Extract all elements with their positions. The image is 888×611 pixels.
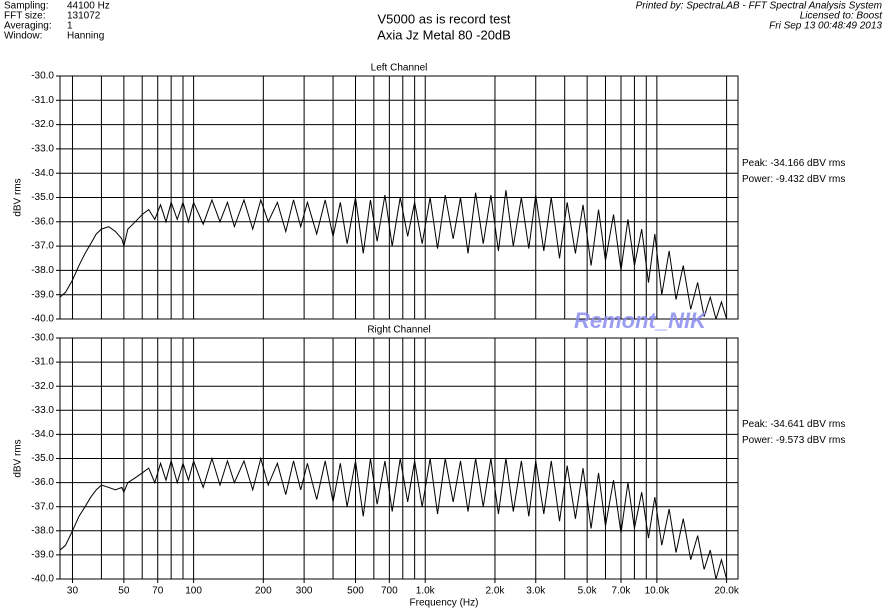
y-axis-label: dBV rms — [13, 178, 24, 216]
panel-title: Left Channel — [371, 63, 428, 74]
x-tick-label: 10.0k — [645, 586, 670, 597]
annotation: Power: -9.573 dBV rms — [742, 435, 845, 446]
y-tick-label: -31.0 — [31, 357, 54, 368]
y-tick-label: -38.0 — [31, 265, 54, 276]
y-tick-label: -38.0 — [31, 525, 54, 536]
x-tick-label: 50 — [118, 586, 130, 597]
y-tick-label: -31.0 — [31, 95, 54, 106]
x-tick-label: 5.0k — [578, 586, 598, 597]
line-series — [60, 456, 728, 579]
x-tick-label: 700 — [381, 586, 398, 597]
x-tick-label: 1.0k — [416, 586, 436, 597]
y-tick-label: -36.0 — [31, 477, 54, 488]
panel-title: Right Channel — [367, 325, 430, 336]
y-tick-label: -40.0 — [31, 574, 54, 585]
y-tick-label: -30.0 — [31, 333, 54, 344]
date: Fri Sep 13 00:48:49 2013 — [769, 21, 882, 32]
x-tick-label: 3.0k — [526, 586, 546, 597]
license: Licensed to: Boost — [800, 11, 883, 22]
header-value: 131072 — [67, 11, 101, 22]
y-tick-label: -39.0 — [31, 550, 54, 561]
x-tick-label: 500 — [347, 586, 364, 597]
y-tick-label: -36.0 — [31, 216, 54, 227]
y-tick-label: -32.0 — [31, 119, 54, 130]
annotation: Peak: -34.641 dBV rms — [742, 419, 845, 430]
printed-by: Printed by: SpectraLAB - FFT Spectral An… — [636, 1, 882, 12]
y-tick-label: -33.0 — [31, 144, 54, 155]
header-label: FFT size: — [4, 11, 45, 22]
y-tick-label: -35.0 — [31, 192, 54, 203]
y-tick-label: -35.0 — [31, 453, 54, 464]
x-tick-label: 100 — [185, 586, 202, 597]
y-tick-label: -37.0 — [31, 501, 54, 512]
y-tick-label: -30.0 — [31, 71, 54, 82]
y-tick-label: -39.0 — [31, 289, 54, 300]
y-tick-label: -34.0 — [31, 429, 54, 440]
annotation: Power: -9.432 dBV rms — [742, 174, 845, 185]
y-tick-label: -34.0 — [31, 168, 54, 179]
chart-subtitle: Axia Jz Metal 80 -20dB — [377, 27, 511, 42]
x-tick-label: 2.0k — [486, 586, 506, 597]
y-tick-label: -33.0 — [31, 405, 54, 416]
annotation: Peak: -34.166 dBV rms — [742, 158, 845, 169]
y-axis-label: dBV rms — [13, 439, 24, 477]
watermark: Remont_NIK — [574, 308, 708, 333]
y-tick-label: -32.0 — [31, 381, 54, 392]
y-tick-label: -40.0 — [31, 314, 54, 325]
x-tick-label: 300 — [296, 586, 313, 597]
x-tick-label: 20.0k — [714, 586, 739, 597]
header-value: Hanning — [67, 31, 104, 42]
x-tick-label: 7.0k — [612, 586, 632, 597]
chart-title: V5000 as is record test — [378, 11, 511, 26]
x-tick-label: 70 — [152, 586, 164, 597]
x-axis-label: Frequency (Hz) — [410, 598, 479, 609]
header-label: Sampling: — [4, 1, 48, 12]
header-value: 44100 Hz — [67, 1, 110, 12]
header-label: Window: — [4, 31, 42, 42]
y-tick-label: -37.0 — [31, 241, 54, 252]
header-value: 1 — [67, 21, 73, 32]
line-series — [60, 190, 728, 319]
x-tick-label: 200 — [255, 586, 272, 597]
x-tick-label: 30 — [67, 586, 79, 597]
header-label: Averaging: — [4, 21, 52, 32]
